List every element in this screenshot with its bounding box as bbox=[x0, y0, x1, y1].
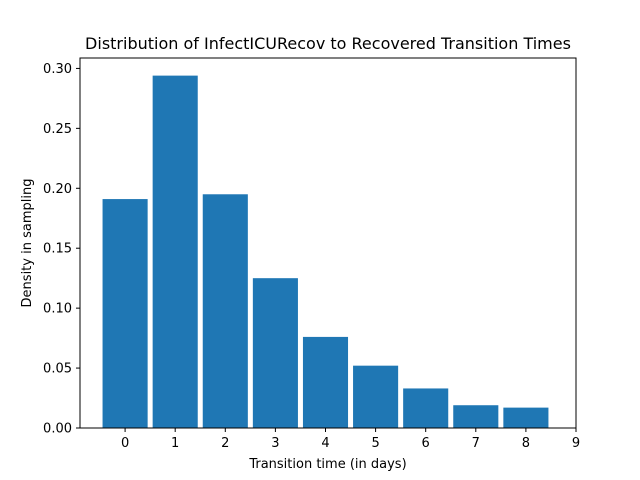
x-tick-label: 0 bbox=[121, 436, 129, 451]
bar-1 bbox=[152, 75, 198, 429]
y-tick-label: 0.05 bbox=[43, 362, 72, 377]
x-tick-label: 8 bbox=[522, 436, 530, 451]
bar-2 bbox=[202, 194, 248, 428]
x-tick-label: 5 bbox=[371, 436, 379, 451]
bar-8 bbox=[503, 407, 549, 428]
x-tick-label: 2 bbox=[221, 436, 229, 451]
y-tick-label: 0.25 bbox=[43, 122, 72, 137]
bar-5 bbox=[353, 365, 399, 428]
x-tick-label: 9 bbox=[572, 436, 580, 451]
x-tick-label: 1 bbox=[171, 436, 179, 451]
bar-4 bbox=[302, 336, 349, 428]
y-tick-label: 0.30 bbox=[43, 62, 72, 77]
bar-7 bbox=[453, 405, 499, 428]
y-tick-label: 0.15 bbox=[43, 242, 72, 257]
x-axis-label: Transition time (in days) bbox=[248, 457, 406, 472]
y-tick-label: 0.00 bbox=[43, 422, 72, 437]
y-axis-ticks: 0.00 0.05 0.10 0.15 0.20 0.25 0.30 bbox=[43, 62, 80, 437]
x-tick-label: 7 bbox=[472, 436, 480, 451]
y-tick-label: 0.10 bbox=[43, 302, 72, 317]
y-tick-label: 0.20 bbox=[43, 182, 72, 197]
bar-6 bbox=[403, 388, 449, 428]
chart-title: Distribution of InfectICURecov to Recove… bbox=[85, 34, 571, 53]
bar-0 bbox=[102, 199, 148, 428]
y-axis-label: Density in sampling bbox=[20, 179, 35, 308]
x-axis-ticks: 0 1 2 3 4 5 6 7 8 9 bbox=[121, 428, 580, 451]
x-tick-label: 6 bbox=[422, 436, 430, 451]
x-tick-label: 3 bbox=[271, 436, 279, 451]
bar-3 bbox=[252, 278, 298, 428]
x-tick-label: 4 bbox=[321, 436, 329, 451]
plot-frame bbox=[79, 57, 577, 429]
bars-group bbox=[102, 75, 549, 429]
